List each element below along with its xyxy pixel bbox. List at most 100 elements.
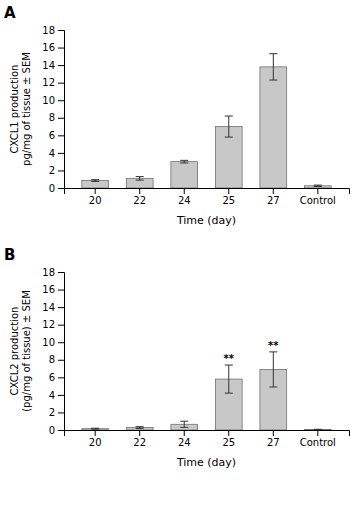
axis-line	[58, 273, 65, 431]
x-tick: Control	[300, 430, 336, 448]
y-tick-mark	[58, 188, 64, 189]
error-bar-line	[91, 180, 99, 182]
error-bar-line	[136, 177, 144, 181]
x-tick-mark	[139, 430, 140, 436]
y-tick-label: 12	[42, 77, 55, 88]
y-tick: 8	[49, 112, 64, 123]
y-tick-mark	[58, 377, 64, 378]
error-bar-line	[180, 160, 188, 163]
y-tick-mark	[58, 170, 64, 171]
y-tick: 8	[49, 354, 64, 365]
y-tick: 16	[42, 42, 64, 53]
x-tick-label: 27	[267, 437, 280, 448]
error-bar	[136, 427, 144, 429]
y-tick: 2	[49, 165, 64, 176]
y-tick: 4	[49, 390, 64, 401]
error-bar	[91, 180, 99, 182]
y-tick: 10	[42, 95, 64, 106]
x-axis-title: Time (day)	[176, 456, 236, 469]
y-tick-label: 18	[42, 25, 55, 36]
y-tick-label: 14	[42, 302, 55, 313]
y-tick-label: 2	[49, 165, 55, 176]
error-bar	[225, 365, 233, 393]
y-tick-mark	[58, 325, 64, 326]
x-tick: Control	[300, 188, 336, 206]
error-bar-line	[180, 421, 188, 427]
error-bar-line	[136, 427, 144, 429]
y-tick-label: 16	[42, 284, 55, 295]
x-tick: 25	[222, 430, 235, 448]
bar	[126, 428, 153, 430]
y-tick: 6	[49, 372, 64, 383]
x-tick-mark	[273, 430, 274, 436]
panel: 0246810121416182022242527ControlTime (da…	[9, 25, 350, 227]
y-axis: 024681012141618	[42, 25, 64, 194]
x-tick-mark	[317, 430, 318, 436]
bar	[304, 429, 331, 430]
y-tick: 0	[49, 183, 64, 194]
x-tick-label: 25	[222, 195, 235, 206]
y-axis-title: (pg/mg of tissue) ± SEM	[21, 290, 32, 412]
y-tick: 2	[49, 407, 64, 418]
annotation: **	[224, 353, 235, 364]
bar	[171, 162, 198, 188]
y-tick: 14	[42, 302, 64, 313]
y-tick-label: 4	[49, 390, 55, 401]
axis-line	[58, 31, 65, 189]
y-tick-label: 10	[42, 95, 55, 106]
x-tick-mark	[228, 188, 229, 194]
error-bar-line	[269, 352, 277, 387]
y-tick-label: 0	[49, 425, 55, 436]
x-tick-mark	[95, 188, 96, 194]
bar	[260, 67, 287, 188]
bar	[82, 429, 109, 430]
y-tick-label: 6	[49, 130, 55, 141]
y-tick-mark	[58, 30, 64, 31]
x-tick-mark	[273, 188, 274, 194]
panel-label: A	[4, 4, 16, 22]
x-tick-label: Control	[300, 195, 336, 206]
error-bar-line	[225, 116, 233, 137]
y-tick: 14	[42, 60, 64, 71]
error-bar	[269, 352, 277, 387]
y-tick: 18	[42, 25, 64, 36]
y-tick-label: 8	[49, 354, 55, 365]
axis-line	[65, 189, 350, 195]
y-tick: 12	[42, 319, 64, 330]
figure: 0246810121416182022242527ControlTime (da…	[0, 0, 361, 509]
x-tick-label: 22	[133, 437, 146, 448]
y-axis-title: CXCL2 production	[9, 307, 20, 396]
x-tick: 20	[89, 188, 102, 206]
x-tick-label: 25	[222, 437, 235, 448]
y-tick-label: 16	[42, 42, 55, 53]
y-tick: 10	[42, 337, 64, 348]
y-tick: 18	[42, 267, 64, 278]
y-tick-mark	[58, 290, 64, 291]
x-axis-title: Time (day)	[176, 214, 236, 227]
y-tick-label: 14	[42, 60, 55, 71]
error-bar	[180, 160, 188, 163]
y-tick-label: 0	[49, 183, 55, 194]
bar	[82, 181, 109, 188]
y-tick-mark	[58, 412, 64, 413]
x-tick-label: 20	[89, 195, 102, 206]
x-tick-label: 20	[89, 437, 102, 448]
x-tick-label: 27	[267, 195, 280, 206]
x-tick-label: 24	[178, 437, 191, 448]
error-bar	[91, 428, 99, 430]
annotation: **	[268, 340, 279, 351]
x-tick-mark	[139, 188, 140, 194]
x-tick-label: 24	[178, 195, 191, 206]
y-tick: 12	[42, 77, 64, 88]
x-axis: 20 22 24 25 27 Control	[65, 430, 350, 448]
y-tick-mark	[58, 118, 64, 119]
x-tick-mark	[317, 188, 318, 194]
y-tick-mark	[58, 48, 64, 49]
y-tick: 16	[42, 284, 64, 295]
y-tick-mark	[58, 153, 64, 154]
y-tick: 0	[49, 425, 64, 436]
error-bar	[225, 116, 233, 137]
error-bar-line	[314, 429, 322, 430]
x-tick: 20	[89, 430, 102, 448]
error-bar-line	[225, 365, 233, 393]
